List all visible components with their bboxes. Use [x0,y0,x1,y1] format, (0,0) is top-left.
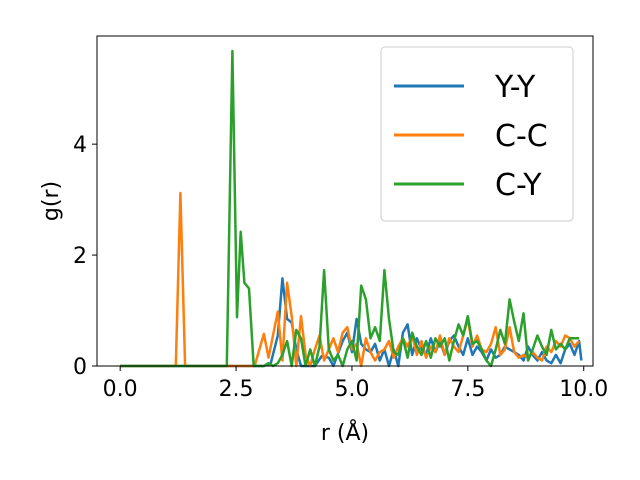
y-axis: 0 2 4 [73,133,97,380]
y-axis-label: g(r) [39,181,64,221]
y-tick-label: 2 [73,244,87,269]
plot-lines [120,49,583,368]
x-tick-label: 0.0 [103,377,138,402]
x-axis: 0.0 2.5 5.0 7.5 10.0 [103,366,608,402]
x-axis-label: r (Å) [321,419,369,446]
x-tick-label: 7.5 [450,377,485,402]
legend: Y-Y C-C C-Y [380,46,574,222]
legend-box [380,46,574,222]
plot-frame [96,35,594,367]
legend-label-y-y: Y-Y [494,70,536,105]
series-line-c-y [120,49,580,368]
x-tick-label: 5.0 [334,377,369,402]
x-tick-label: 10.0 [559,377,608,402]
legend-label-c-y: C-Y [495,168,542,203]
y-tick-label: 4 [73,133,87,158]
y-tick-label: 0 [73,355,87,380]
legend-label-c-c: C-C [495,119,548,154]
series-line-y-y [120,277,583,368]
x-tick-label: 2.5 [219,377,254,402]
